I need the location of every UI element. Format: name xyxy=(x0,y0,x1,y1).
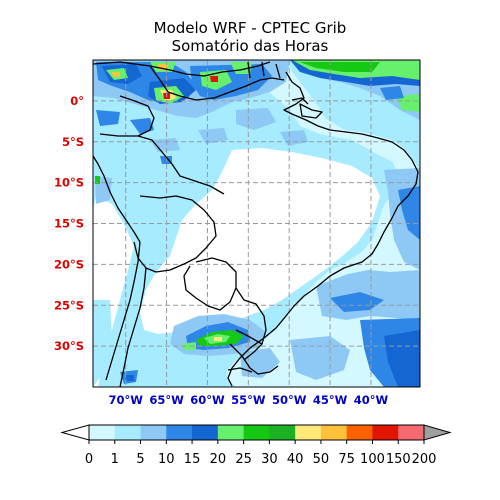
colorbar-tick-label: 10 xyxy=(158,452,175,467)
map-frame xyxy=(92,59,421,388)
southwest-region xyxy=(93,300,138,387)
paraguay-border xyxy=(183,257,237,311)
chart-title: Modelo WRF - CPTEC Grib xyxy=(153,19,347,37)
uruguay-border xyxy=(229,329,279,375)
colorbar-tick-label: 150 xyxy=(386,452,411,467)
colorbar-bin xyxy=(217,425,245,440)
bolivia-border xyxy=(133,195,217,273)
colorbar-bin xyxy=(243,425,270,440)
peru-coast xyxy=(93,155,141,243)
venezuela-border xyxy=(149,65,285,101)
lon-tick-label: 70°W xyxy=(108,393,143,407)
colorbar-bin xyxy=(295,425,322,440)
colorbar-tick-label: 200 xyxy=(412,452,437,467)
colorbar-frame xyxy=(88,424,425,441)
lat-tick-label: 15°S xyxy=(54,217,84,231)
colorbar-extend-high xyxy=(423,424,452,441)
lat-tick-label: 20°S xyxy=(54,257,84,271)
atlantic-green-band xyxy=(290,60,420,112)
chart-subtitle: Somatório das Horas xyxy=(171,37,329,55)
colorbar-tick-label: 100 xyxy=(360,452,385,467)
colorbar-bin xyxy=(140,425,167,440)
colorbar-tick-label: 25 xyxy=(235,452,252,467)
colorbar-tick-label: 75 xyxy=(338,452,355,467)
colorbar-tick-label: 5 xyxy=(136,452,144,467)
colorbar-bin xyxy=(372,425,399,440)
chile-coast xyxy=(105,241,141,381)
guiana-borders xyxy=(247,61,281,79)
country-borders xyxy=(93,61,419,387)
lat-tick-label: 0° xyxy=(70,94,84,108)
colorbar-bin xyxy=(89,425,116,440)
heavy-rain-north xyxy=(93,60,290,134)
map-content xyxy=(93,60,420,387)
amazon-delta xyxy=(291,97,323,119)
lon-tick-label: 45°W xyxy=(313,393,348,407)
colorbar-bin xyxy=(269,425,296,440)
colorbar-tick-label: 30 xyxy=(261,452,278,467)
dry-interior-region xyxy=(140,148,380,334)
lon-tick-label: 50°W xyxy=(272,393,307,407)
colorbar-tick-label: 20 xyxy=(210,452,227,467)
lon-tick-label: 60°W xyxy=(190,393,225,407)
plata-estuary xyxy=(227,367,253,373)
colorbar-bin xyxy=(114,425,142,440)
east-coast-rain xyxy=(316,168,420,320)
andes-border xyxy=(119,267,147,387)
lat-tick-label: 10°S xyxy=(54,176,84,190)
colorbar-bin xyxy=(192,425,219,440)
colorbar-tick-label: 50 xyxy=(313,452,330,467)
colorbar xyxy=(60,424,452,441)
colorbar-tick-label: 0 xyxy=(85,452,93,467)
colorbar-bin xyxy=(320,425,348,440)
peru-brazil-border xyxy=(99,133,225,195)
graticule xyxy=(93,60,420,387)
lon-tick-label: 40°W xyxy=(354,393,389,407)
colorbar-bin xyxy=(166,425,193,440)
lat-tick-label: 5°S xyxy=(62,135,84,149)
lat-tick-label: 25°S xyxy=(54,298,84,312)
south-rain-cluster xyxy=(170,314,266,356)
latitude-labels: 0° 5°S 10°S 15°S 20°S 25°S 30°S xyxy=(54,94,84,353)
colorbar-tick-label: 40 xyxy=(287,452,304,467)
lat-tick-label: 30°S xyxy=(54,339,84,353)
colorbar-tick-label: 15 xyxy=(184,452,201,467)
argentina-brazil-border xyxy=(235,287,267,361)
colombia-border xyxy=(119,95,155,137)
lon-tick-label: 55°W xyxy=(231,393,266,407)
colorbar-tick-labels: 0 1 5 10 15 20 25 30 40 50 75 100 150 200 xyxy=(85,440,437,467)
longitude-labels: 70°W 65°W 60°W 55°W 50°W 45°W 40°W xyxy=(108,393,388,407)
colorbar-bin xyxy=(346,425,373,440)
colorbar-extend-low xyxy=(60,424,90,441)
colorbar-bin xyxy=(398,425,425,440)
brazil-border xyxy=(227,71,419,387)
colorbar-tick-label: 1 xyxy=(111,452,119,467)
lon-tick-label: 65°W xyxy=(149,393,184,407)
